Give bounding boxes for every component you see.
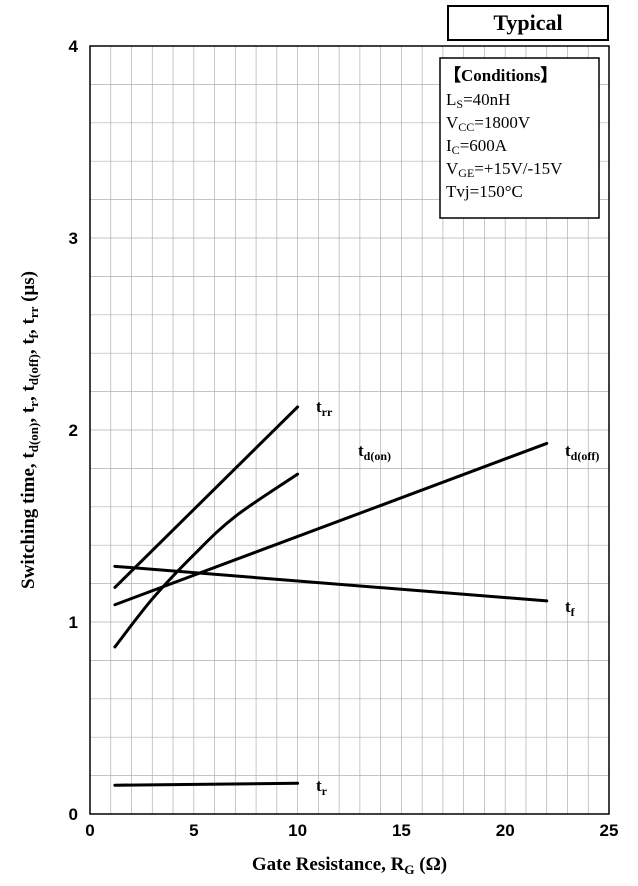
x-axis-title: Gate Resistance, RG (Ω) <box>252 854 447 877</box>
x-tick-label: 5 <box>189 821 198 840</box>
series-label-don: td(on) <box>358 441 391 463</box>
series-label-doff: td(off) <box>565 441 599 463</box>
plot-frame <box>89 45 610 815</box>
condition-line: LS=40nH <box>446 90 510 111</box>
conditions-box: 【Conditions】 LS=40nHVCC=1800VIC=600AVGE=+… <box>439 57 600 219</box>
conditions-title: 【Conditions】 <box>444 65 557 85</box>
x-tick-label: 20 <box>496 821 515 840</box>
x-tick-label: 25 <box>600 821 619 840</box>
condition-line: Tvj=150°C <box>446 182 523 201</box>
series-line-r <box>113 781 300 787</box>
series-label-rr: trr <box>316 397 333 419</box>
y-tick-label: 1 <box>69 613 78 632</box>
condition-line: VCC=1800V <box>446 113 531 134</box>
y-axis-title: Switching time, td(on), tr, td(off), tf,… <box>18 271 41 589</box>
axis-titles: Gate Resistance, RG (Ω) Switching time, t… <box>18 271 447 877</box>
series-line-f <box>113 564 549 603</box>
tick-labels: 0 5 10 15 20 25 0 1 2 3 4 <box>69 37 619 840</box>
x-tick-label: 0 <box>85 821 94 840</box>
series-label-f: tf <box>565 597 576 619</box>
y-tick-label: 2 <box>69 421 78 440</box>
series-line-don <box>113 472 300 649</box>
conditions-frame <box>439 57 600 219</box>
y-tick-label: 4 <box>69 37 79 56</box>
series-label-r: tr <box>316 776 328 798</box>
series-line-doff <box>113 441 549 607</box>
series-labels: trr td(on) td(off) tf tr <box>316 397 599 798</box>
y-tick-label: 3 <box>69 229 78 248</box>
series-lines <box>113 405 549 787</box>
x-tick-label: 15 <box>392 821 411 840</box>
y-tick-label: 0 <box>69 805 78 824</box>
condition-line: VGE=+15V/-15V <box>446 159 563 180</box>
typical-badge: Typical <box>447 5 609 41</box>
series-line-rr <box>113 405 300 589</box>
x-tick-label: 10 <box>288 821 307 840</box>
condition-line: IC=600A <box>446 136 508 157</box>
